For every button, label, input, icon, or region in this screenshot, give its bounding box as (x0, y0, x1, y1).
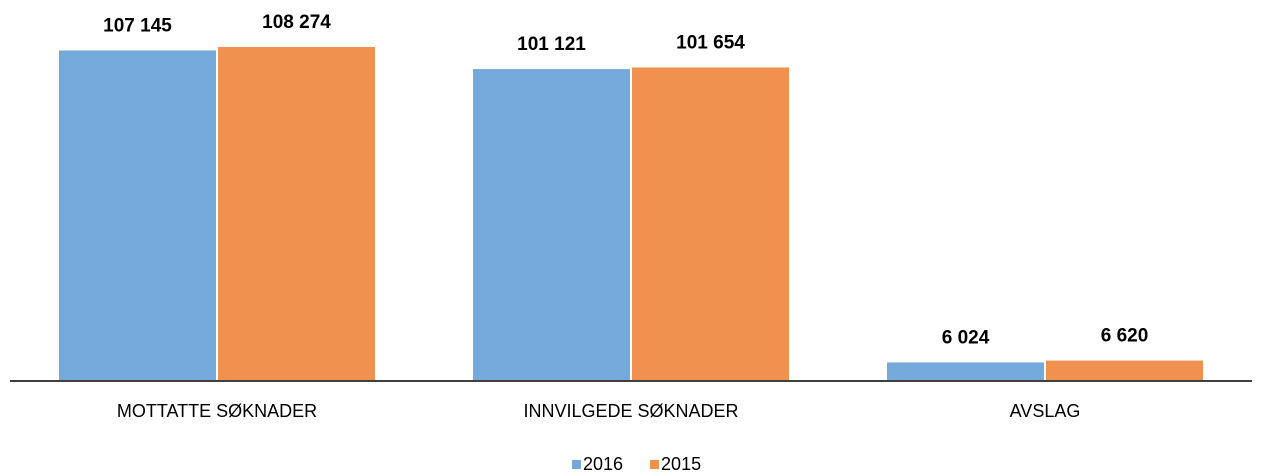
value-label: 6 620 (1101, 326, 1149, 347)
legend-swatch (572, 460, 581, 469)
value-label: 101 121 (517, 34, 586, 55)
value-label: 108 274 (262, 12, 331, 33)
legend-swatch (650, 460, 660, 469)
bar (632, 67, 789, 382)
x-tick-label: MOTTATTE SØKNADER (117, 401, 317, 421)
bar (218, 47, 375, 381)
bar (887, 362, 1044, 381)
bar (59, 50, 216, 382)
bar (473, 69, 630, 381)
x-tick-label: AVSLAG (1010, 401, 1081, 421)
value-label: 101 654 (676, 32, 745, 53)
value-label: 6 024 (942, 327, 990, 348)
legend-label: 2015 (661, 454, 701, 473)
x-tick-label: INNVILGEDE SØKNADER (523, 401, 738, 421)
bar (1046, 360, 1203, 381)
value-label: 107 145 (103, 15, 172, 36)
legend-label: 2016 (583, 454, 623, 473)
